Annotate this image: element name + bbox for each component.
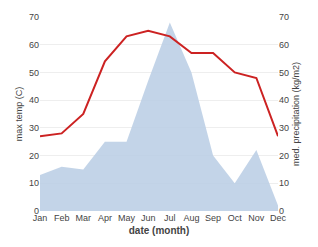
svg-text:Jun: Jun	[141, 213, 156, 223]
svg-text:Jan: Jan	[33, 213, 48, 223]
svg-text:70: 70	[29, 12, 39, 22]
svg-text:0: 0	[279, 206, 284, 216]
svg-text:30: 30	[29, 123, 39, 133]
svg-text:10: 10	[279, 178, 289, 188]
svg-text:Oct: Oct	[228, 213, 243, 223]
svg-text:med. precipitation (kg/m2): med. precipitation (kg/m2)	[291, 62, 301, 166]
svg-text:Apr: Apr	[98, 213, 112, 223]
svg-text:10: 10	[29, 178, 39, 188]
svg-text:max temp (C): max temp (C)	[14, 87, 24, 142]
svg-text:60: 60	[29, 40, 39, 50]
svg-text:50: 50	[29, 68, 39, 78]
svg-text:50: 50	[279, 68, 289, 78]
svg-text:70: 70	[279, 12, 289, 22]
svg-text:date (month): date (month)	[129, 225, 190, 236]
svg-text:40: 40	[279, 95, 289, 105]
svg-text:Sep: Sep	[205, 213, 221, 223]
svg-text:Jul: Jul	[164, 213, 176, 223]
svg-text:Nov: Nov	[248, 213, 265, 223]
svg-text:Aug: Aug	[183, 213, 199, 223]
svg-text:20: 20	[29, 151, 39, 161]
svg-text:0: 0	[34, 206, 39, 216]
svg-text:Feb: Feb	[54, 213, 70, 223]
svg-text:20: 20	[279, 151, 289, 161]
svg-text:May: May	[118, 213, 136, 223]
svg-text:60: 60	[279, 40, 289, 50]
svg-text:30: 30	[279, 123, 289, 133]
svg-text:40: 40	[29, 95, 39, 105]
svg-text:Mar: Mar	[76, 213, 92, 223]
svg-text:Dec: Dec	[270, 213, 287, 223]
